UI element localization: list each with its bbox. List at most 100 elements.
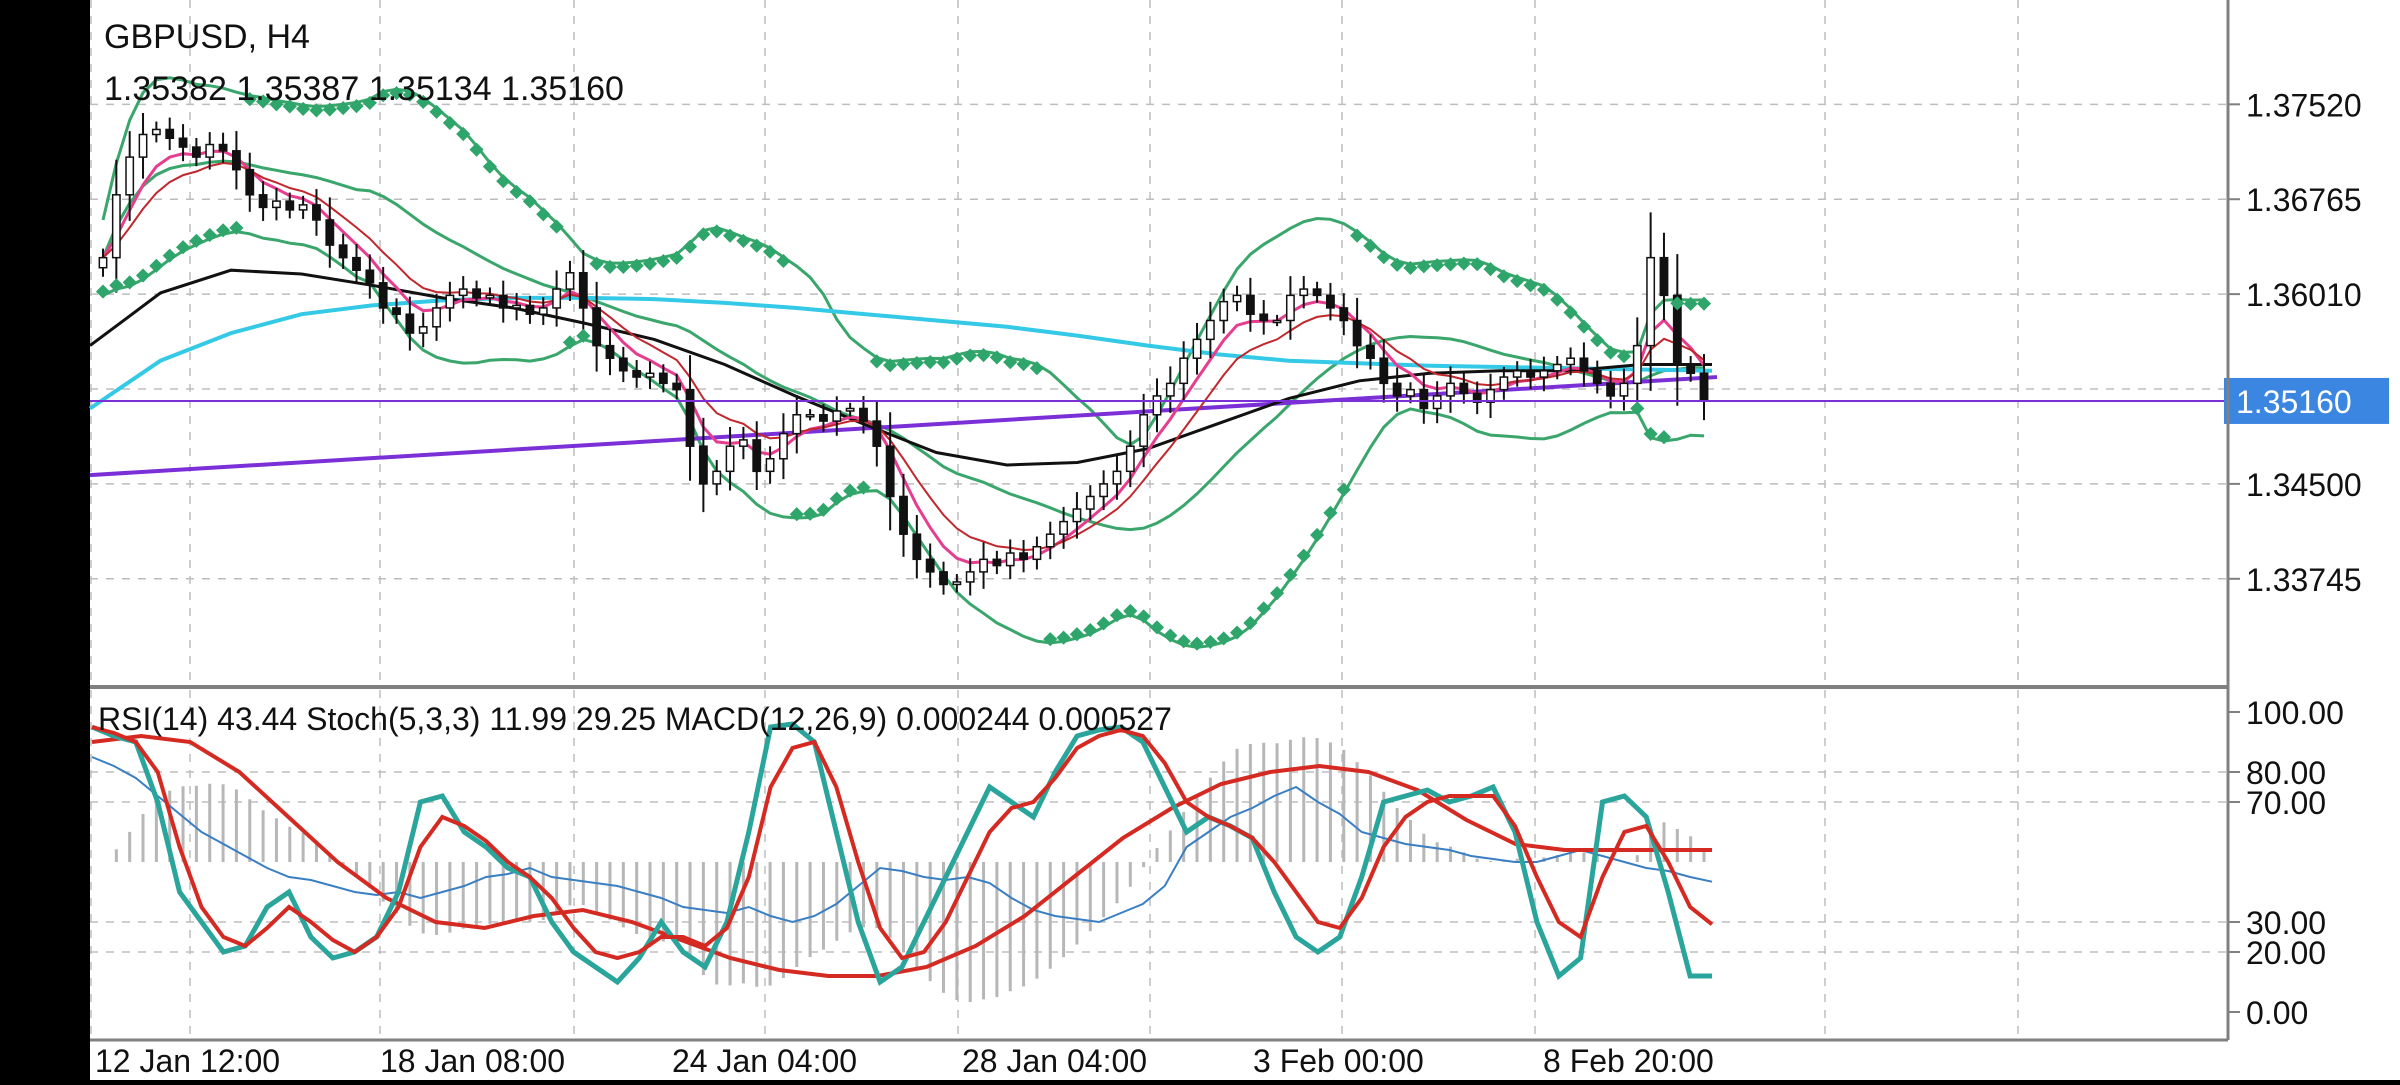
candle[interactable]: [458, 276, 468, 309]
candle[interactable]: [979, 542, 988, 589]
candle[interactable]: [1486, 373, 1495, 419]
candle[interactable]: [1299, 276, 1309, 309]
candle[interactable]: [365, 254, 375, 299]
candlesticks[interactable]: [98, 112, 1709, 596]
candle[interactable]: [205, 132, 215, 170]
candle[interactable]: [552, 270, 562, 327]
candle[interactable]: [765, 446, 775, 484]
candle[interactable]: [645, 361, 655, 389]
candle[interactable]: [1366, 334, 1375, 370]
candle[interactable]: [111, 159, 121, 293]
candle[interactable]: [672, 373, 682, 400]
candle[interactable]: [1285, 276, 1295, 340]
candle[interactable]: [1352, 297, 1362, 369]
candle[interactable]: [1019, 540, 1029, 573]
candle[interactable]: [952, 574, 962, 593]
candle[interactable]: [285, 192, 295, 219]
candle[interactable]: [805, 409, 815, 421]
candle[interactable]: [1192, 322, 1202, 375]
candle[interactable]: [272, 188, 281, 221]
candle[interactable]: [1552, 356, 1562, 380]
candle[interactable]: [1312, 281, 1322, 303]
candle[interactable]: [792, 394, 802, 454]
candle[interactable]: [1085, 485, 1095, 521]
candle[interactable]: [1472, 381, 1482, 415]
candle[interactable]: [1099, 470, 1109, 511]
candle[interactable]: [605, 328, 615, 376]
candle[interactable]: [98, 248, 108, 277]
candle[interactable]: [939, 561, 948, 595]
candle[interactable]: [859, 396, 868, 434]
candle[interactable]: [885, 412, 895, 531]
candle[interactable]: [165, 117, 175, 151]
candle[interactable]: [872, 400, 882, 467]
candle[interactable]: [752, 421, 762, 490]
candle[interactable]: [231, 131, 241, 190]
candle[interactable]: [712, 460, 722, 496]
candle[interactable]: [1659, 232, 1669, 321]
candle[interactable]: [1139, 393, 1149, 468]
candle[interactable]: [151, 121, 161, 143]
candle[interactable]: [1059, 506, 1069, 549]
candle[interactable]: [1326, 282, 1335, 321]
candle[interactable]: [352, 244, 361, 284]
candle[interactable]: [779, 413, 788, 480]
candle[interactable]: [472, 280, 481, 307]
candle[interactable]: [592, 281, 602, 372]
candle[interactable]: [1232, 285, 1242, 312]
candle[interactable]: [218, 132, 228, 163]
candle[interactable]: [485, 287, 495, 306]
candle[interactable]: [1446, 366, 1455, 413]
candle[interactable]: [258, 181, 268, 221]
candle[interactable]: [658, 364, 668, 393]
candle[interactable]: [1219, 288, 1229, 334]
candle[interactable]: [1165, 366, 1175, 413]
candle[interactable]: [418, 312, 428, 348]
candle[interactable]: [685, 355, 695, 481]
candle[interactable]: [125, 131, 135, 221]
candle[interactable]: [512, 292, 522, 321]
candle[interactable]: [698, 417, 708, 513]
candle[interactable]: [912, 514, 922, 579]
candle[interactable]: [1245, 277, 1255, 332]
candle[interactable]: [1539, 356, 1549, 392]
candle[interactable]: [1339, 293, 1349, 336]
candle[interactable]: [738, 426, 748, 460]
candle[interactable]: [1179, 341, 1189, 401]
candle[interactable]: [1566, 347, 1576, 376]
candle[interactable]: [845, 402, 855, 417]
candle[interactable]: [538, 297, 548, 325]
candle[interactable]: [1686, 356, 1696, 382]
candle[interactable]: [1459, 373, 1469, 404]
candle[interactable]: [525, 295, 535, 324]
candle[interactable]: [1045, 521, 1055, 560]
candle[interactable]: [1125, 430, 1135, 488]
candle[interactable]: [1406, 382, 1415, 404]
candle[interactable]: [899, 473, 908, 557]
candle[interactable]: [832, 396, 842, 436]
candle[interactable]: [405, 296, 415, 351]
candle[interactable]: [312, 189, 321, 236]
candle[interactable]: [725, 426, 735, 491]
candle[interactable]: [378, 266, 388, 324]
candle[interactable]: [392, 298, 401, 324]
candle[interactable]: [1512, 361, 1522, 387]
candle[interactable]: [992, 550, 1002, 575]
time-axis[interactable]: 12 Jan 12:00 18 Jan 08:00 24 Jan 04:00 28 J…: [95, 1043, 1714, 1079]
candle[interactable]: [191, 138, 201, 167]
candle[interactable]: [298, 195, 308, 219]
candle[interactable]: [1032, 536, 1042, 570]
candle[interactable]: [338, 233, 348, 269]
candle[interactable]: [1072, 492, 1082, 539]
candle[interactable]: [432, 293, 441, 341]
candle[interactable]: [1646, 212, 1656, 391]
candle[interactable]: [1112, 455, 1122, 500]
candle[interactable]: [445, 281, 455, 322]
candle[interactable]: [1392, 367, 1402, 412]
candle[interactable]: [618, 346, 628, 383]
candle[interactable]: [965, 558, 975, 596]
candle[interactable]: [1272, 314, 1282, 327]
candle[interactable]: [1432, 381, 1442, 424]
candle[interactable]: [632, 360, 642, 388]
candle[interactable]: [1152, 378, 1162, 433]
